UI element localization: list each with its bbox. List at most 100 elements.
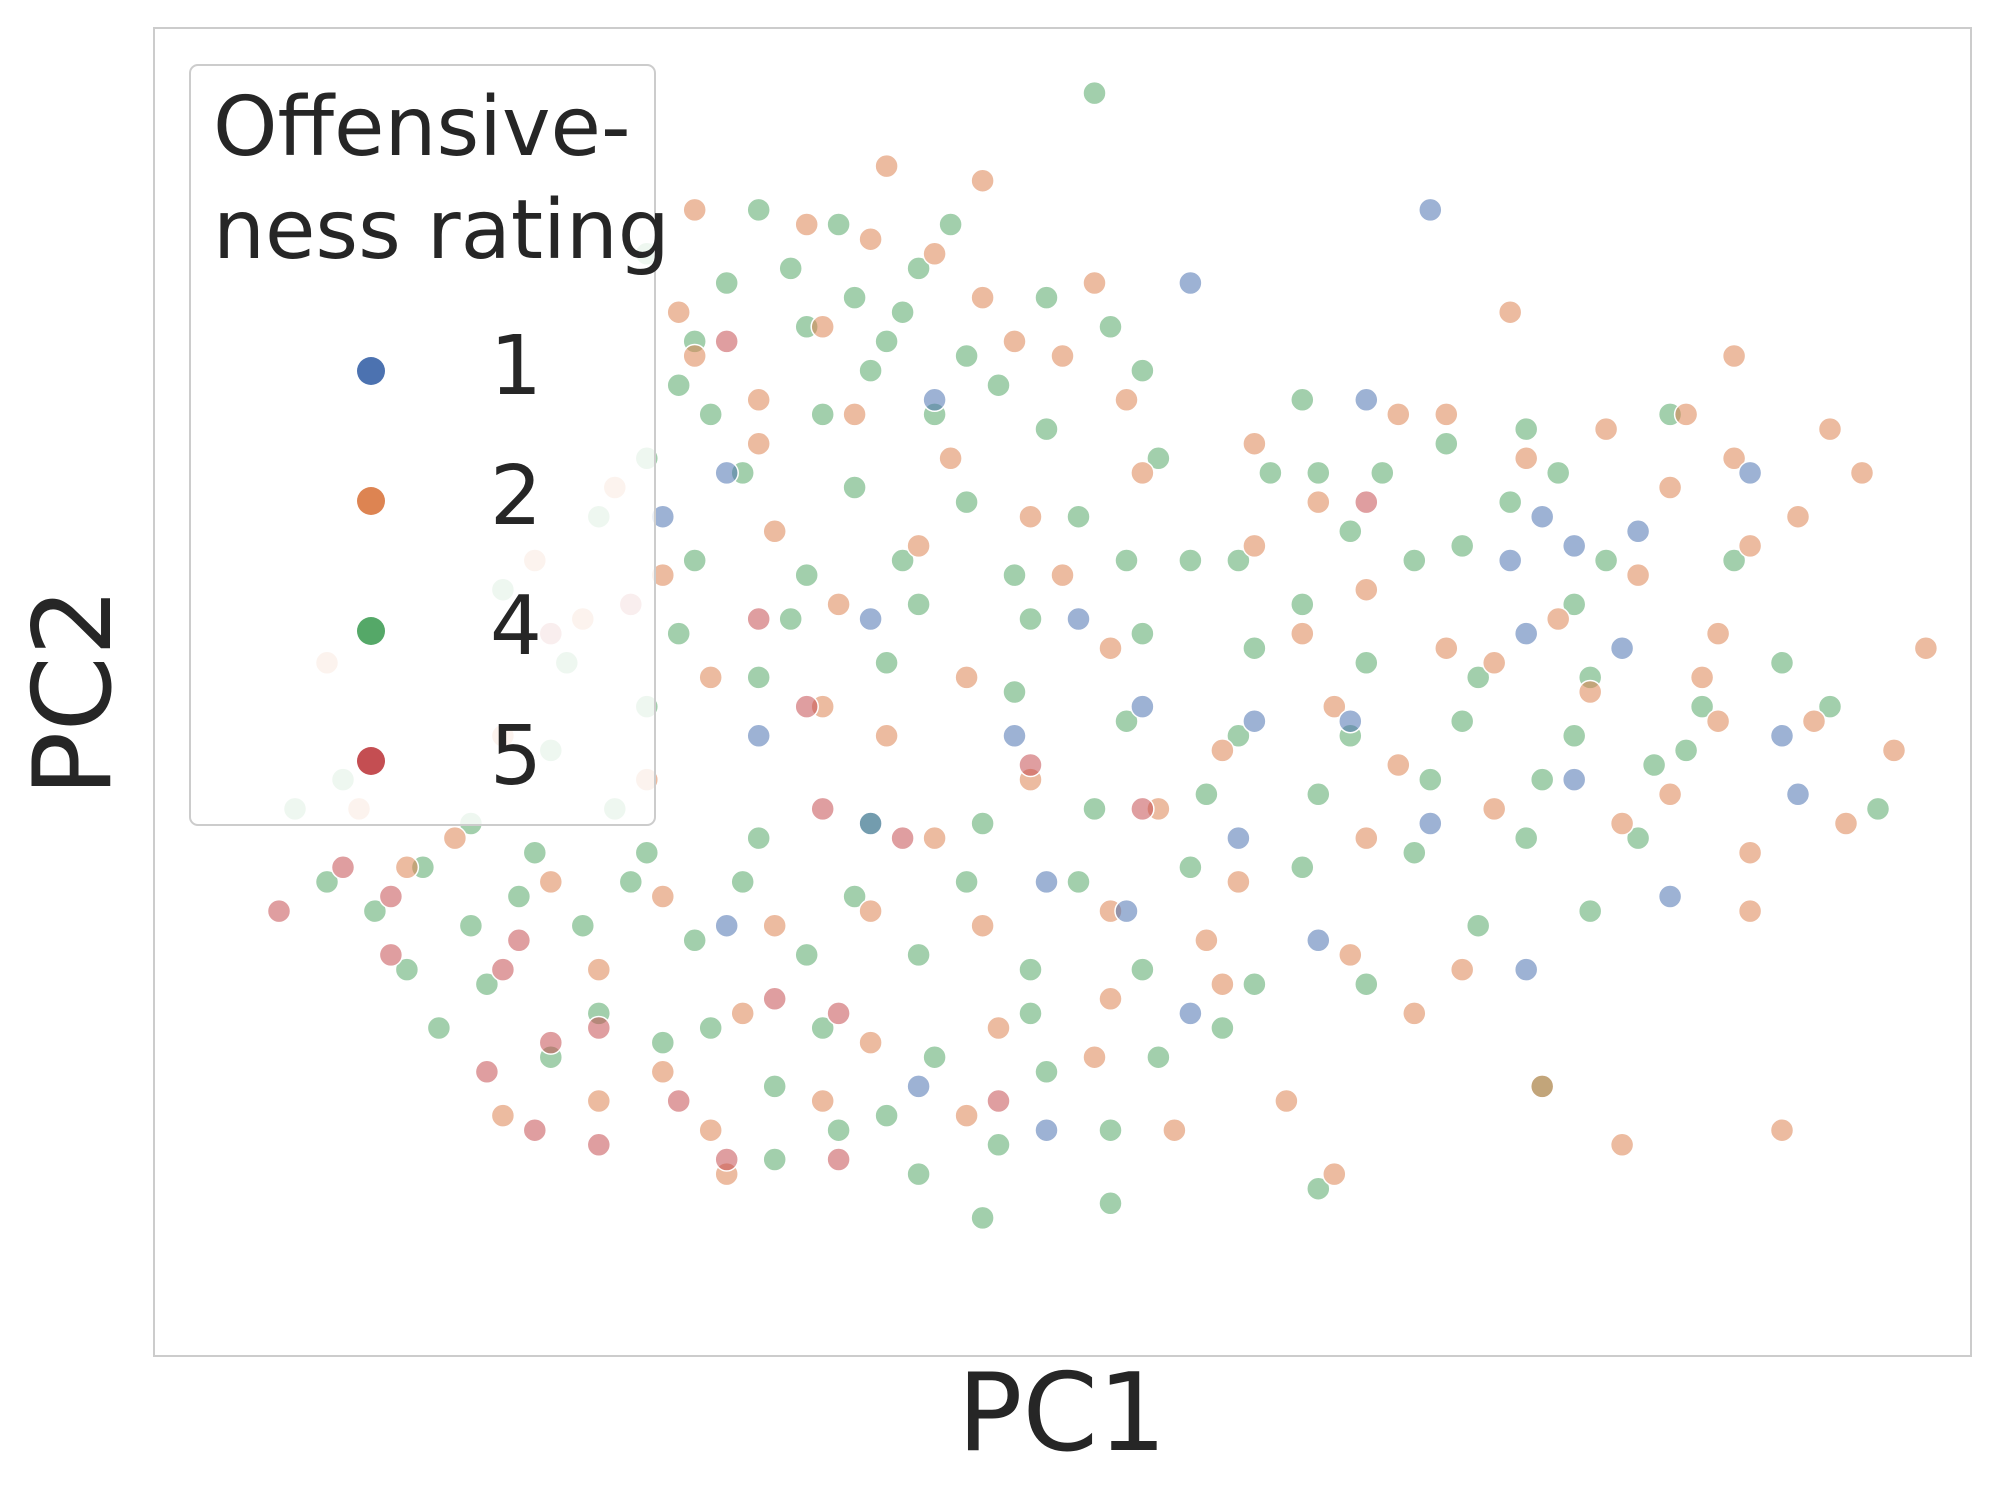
point-rating-4-71 bbox=[810, 1015, 835, 1041]
point-rating-4-57 bbox=[458, 913, 484, 938]
point-rating-2-28 bbox=[906, 533, 931, 559]
point-rating-2-3 bbox=[922, 241, 947, 267]
point-rating-2-4 bbox=[666, 299, 691, 325]
point-rating-4-127 bbox=[1034, 416, 1059, 442]
point-rating-4-7 bbox=[714, 270, 739, 296]
point-rating-4-18 bbox=[1370, 460, 1395, 486]
point-rating-2-12 bbox=[1817, 416, 1843, 442]
point-rating-4-15 bbox=[1290, 387, 1315, 413]
point-rating-4-82 bbox=[906, 1161, 931, 1187]
point-rating-1-28 bbox=[1338, 708, 1363, 734]
point-rating-2-76 bbox=[1737, 898, 1763, 924]
point-rating-2-70 bbox=[698, 1117, 723, 1143]
point-rating-2-10 bbox=[1434, 402, 1459, 427]
legend-marker-2 bbox=[357, 487, 385, 515]
point-rating-4-23 bbox=[1402, 548, 1427, 573]
point-rating-4-133 bbox=[1098, 314, 1123, 340]
point-rating-4-132 bbox=[986, 372, 1011, 398]
point-rating-4-116 bbox=[666, 621, 691, 646]
point-rating-5-8 bbox=[330, 855, 356, 880]
legend-label-1: 1 bbox=[490, 319, 542, 414]
point-rating-4-33 bbox=[794, 562, 819, 588]
point-rating-1-13 bbox=[1769, 723, 1795, 749]
point-rating-4-81 bbox=[762, 1147, 787, 1172]
point-rating-1-6 bbox=[1561, 533, 1587, 559]
point-rating-4-106 bbox=[1402, 840, 1427, 865]
legend-title-line-1: Offensive- bbox=[213, 80, 631, 175]
point-rating-4-108 bbox=[1178, 855, 1203, 880]
legend: Offensive- ness rating 1 2 4 5 bbox=[189, 64, 670, 826]
point-rating-1-11 bbox=[1513, 621, 1539, 646]
point-rating-2-84 bbox=[874, 723, 899, 749]
point-rating-4-120 bbox=[1114, 548, 1139, 573]
point-rating-2-106 bbox=[1609, 1132, 1635, 1158]
point-rating-2-81 bbox=[826, 592, 851, 617]
point-rating-1-9 bbox=[1130, 694, 1155, 719]
point-rating-4-119 bbox=[1002, 562, 1027, 588]
point-rating-1-25 bbox=[858, 811, 883, 836]
point-rating-4-85 bbox=[1306, 1176, 1331, 1201]
point-rating-5-12 bbox=[490, 957, 516, 982]
point-rating-4-129 bbox=[1258, 460, 1283, 486]
point-rating-4-55 bbox=[314, 869, 340, 895]
legend-marker-1 bbox=[357, 357, 385, 385]
point-rating-2-18 bbox=[1625, 562, 1651, 588]
point-rating-2-36 bbox=[1210, 738, 1235, 763]
point-rating-2-8 bbox=[1050, 343, 1075, 369]
point-rating-2-5 bbox=[682, 343, 707, 369]
point-rating-1-17 bbox=[1114, 898, 1139, 924]
point-rating-2-109 bbox=[970, 168, 995, 193]
point-rating-2-86 bbox=[1290, 621, 1315, 646]
point-rating-4-117 bbox=[778, 606, 803, 632]
point-rating-4-72 bbox=[922, 1044, 947, 1070]
point-rating-2-29 bbox=[762, 519, 787, 544]
point-rating-4-104 bbox=[1625, 825, 1651, 851]
point-rating-4-102 bbox=[1817, 694, 1843, 719]
point-rating-2-96 bbox=[1593, 416, 1619, 442]
point-rating-2-43 bbox=[1833, 811, 1859, 836]
point-rating-5-3 bbox=[794, 694, 819, 719]
point-rating-5-20 bbox=[762, 986, 787, 1012]
point-rating-2-92 bbox=[970, 285, 995, 310]
point-rating-2-44 bbox=[1737, 840, 1763, 865]
legend-box bbox=[189, 64, 656, 826]
point-rating-2-37 bbox=[1322, 694, 1347, 719]
point-rating-1-14 bbox=[1561, 767, 1587, 792]
y-axis-label: PC2 bbox=[11, 587, 136, 796]
point-rating-2-46 bbox=[1481, 796, 1507, 822]
point-rating-1-3 bbox=[1529, 504, 1555, 529]
point-rating-1-29 bbox=[1178, 1001, 1203, 1026]
point-rating-1-31 bbox=[1737, 460, 1763, 486]
point-rating-1-34 bbox=[906, 1074, 931, 1099]
point-rating-2-40 bbox=[1705, 708, 1731, 734]
point-rating-1-0 bbox=[1178, 270, 1203, 296]
point-rating-4-2 bbox=[826, 212, 851, 237]
point-rating-4-8 bbox=[1034, 285, 1059, 310]
point-rating-2-63 bbox=[1210, 971, 1235, 997]
point-rating-2-53 bbox=[650, 884, 676, 909]
point-rating-2-110 bbox=[746, 387, 771, 413]
point-rating-4-135 bbox=[666, 372, 691, 398]
point-rating-4-138 bbox=[826, 1117, 851, 1143]
point-rating-4-137 bbox=[1210, 1015, 1235, 1041]
point-rating-4-52 bbox=[634, 840, 660, 865]
point-rating-4-1 bbox=[746, 197, 771, 223]
point-rating-4-59 bbox=[682, 928, 707, 953]
point-rating-2-21 bbox=[1913, 635, 1939, 661]
point-rating-5-4 bbox=[810, 796, 835, 822]
point-rating-4-14 bbox=[1130, 358, 1155, 383]
point-rating-2-65 bbox=[1449, 957, 1475, 982]
point-rating-4-12 bbox=[954, 343, 979, 369]
point-rating-5-18 bbox=[586, 1132, 612, 1158]
point-rating-1-16 bbox=[1418, 811, 1443, 836]
point-rating-4-63 bbox=[1130, 957, 1155, 982]
point-rating-5-26 bbox=[890, 825, 915, 851]
point-rating-1-15 bbox=[1785, 782, 1811, 807]
point-rating-1-18 bbox=[1226, 825, 1251, 851]
point-rating-2-45 bbox=[1609, 811, 1635, 836]
point-rating-4-17 bbox=[1306, 460, 1331, 486]
point-rating-4-56 bbox=[362, 898, 388, 924]
point-rating-5-17 bbox=[666, 1088, 691, 1114]
point-rating-2-24 bbox=[1354, 577, 1379, 602]
